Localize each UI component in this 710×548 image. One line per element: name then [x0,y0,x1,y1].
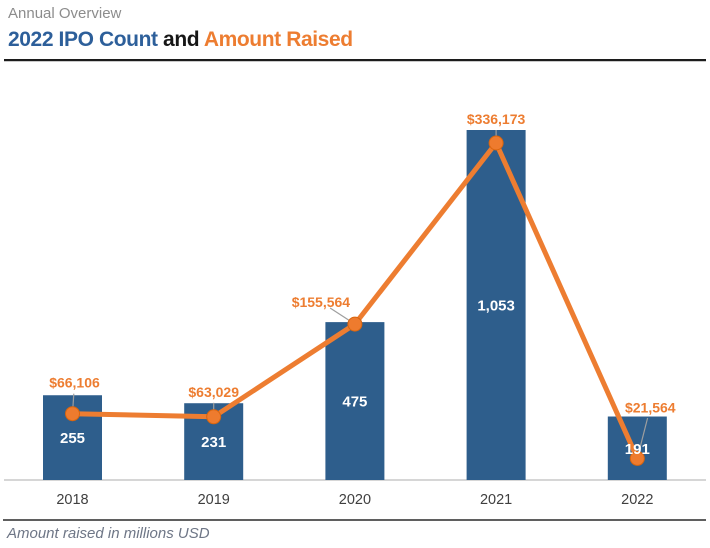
line-marker-2021 [488,135,504,151]
chart-footnote: Amount raised in millions USD [7,525,210,542]
bar-value-label-2020: 475 [342,394,367,411]
footer-divider [3,519,706,521]
bar-value-label-2021: 1,053 [477,298,515,315]
chart-title-ipo-count: 2022 IPO Count [8,28,158,51]
chart-title-conjunction: and [163,28,200,51]
year-label-2021: 2021 [480,492,512,508]
year-label-2020: 2020 [339,492,371,508]
bar-value-label-2018: 255 [60,430,85,447]
line-marker-2020 [347,316,363,332]
amount-label-2020: $155,564 [292,294,351,310]
section-label: Annual Overview [8,5,122,22]
amount-label-2022: $21,564 [625,399,676,415]
line-marker-2019 [206,409,222,425]
amount-label-2019: $63,029 [188,384,239,400]
amount-label-2018: $66,106 [49,375,100,391]
year-label-2019: 2019 [198,492,230,508]
bar-2020 [325,322,385,480]
bar-2022 [607,416,667,480]
year-label-2022: 2022 [621,492,653,508]
header-divider [4,59,706,62]
amount-label-2021: $336,173 [467,111,526,127]
line-marker-2018 [65,406,80,422]
chart-title-amount-raised: Amount Raised [203,28,353,51]
bar-value-label-2019: 231 [201,434,226,451]
year-label-2018: 2018 [56,492,88,508]
chart-title: 2022 IPO Count and Amount Raised [8,28,353,52]
bar-value-label-2022: 191 [625,441,650,458]
line-marker-2022 [629,450,645,466]
